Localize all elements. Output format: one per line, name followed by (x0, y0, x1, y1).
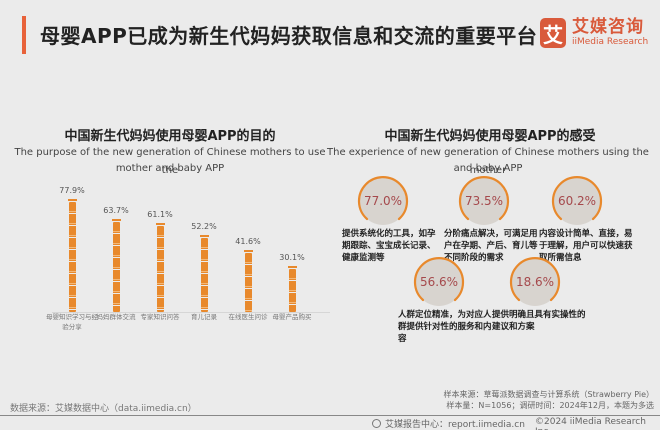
copyright: ©2024 iiMedia Research Inc (535, 417, 646, 430)
ring-arc-icon (458, 176, 510, 221)
bottle-cap-icon (155, 223, 165, 225)
bar-value-label: 30.1% (279, 253, 305, 262)
bottle-cap-icon (111, 219, 121, 221)
title-accent-bar (22, 16, 26, 54)
baby-bottle-bar (244, 253, 252, 312)
bar-column: 63.7% (94, 206, 138, 312)
bar-column: 41.6% (226, 237, 270, 312)
brand-logo: 艾 艾媒咨询 iiMedia Research (540, 18, 648, 48)
baby-bottle-bar (68, 202, 76, 312)
category-label: 育儿记录 (191, 313, 217, 321)
bar-value-label: 41.6% (235, 237, 261, 246)
baby-bottle-bar (112, 222, 120, 312)
baby-bottle-bar (288, 269, 296, 312)
baby-bottle-bar (156, 226, 164, 312)
footer-divider (0, 415, 660, 416)
percentage-bubble: 56.6% (413, 257, 465, 306)
bottle-cap-icon (287, 266, 297, 268)
report-center-link[interactable]: 艾媒报告中心：report.iimedia.cn (385, 420, 525, 430)
category-label: 专家知识问答 (140, 313, 180, 321)
left-chart-title: 中国新生代妈妈使用母婴APP的目的 (64, 129, 276, 144)
bottle-cap-icon (243, 250, 253, 252)
bottle-cap-icon (199, 235, 209, 237)
category-label: 母婴知识学习与经验分享 (46, 313, 98, 331)
bar-column: 77.9% (50, 186, 94, 312)
category-label: 母婴产品购买 (272, 313, 312, 321)
sample-size: 样本量：N=1056；调研时间：2024年12月，本题为多选 (446, 401, 654, 410)
percentage-bubble: 77.0% (357, 176, 409, 225)
bar-value-label: 52.2% (191, 222, 217, 231)
ring-arc-icon (357, 176, 409, 221)
purpose-bar-chart: 77.9% 63.7% 61.1% 52.2% 41.6% 30.1% (40, 185, 330, 315)
bubble-description: 提供系统化的工具，如孕期跟踪、宝宝成长记录、健康监测等 (342, 229, 436, 263)
bar-value-label: 77.9% (59, 186, 85, 195)
globe-icon (372, 419, 381, 428)
bubble-value: 60.2% (557, 194, 597, 208)
logo-mark-icon: 艾 (540, 18, 566, 48)
bar-column: 30.1% (270, 253, 314, 312)
bar-value-label: 63.7% (103, 206, 129, 215)
ring-arc-icon (413, 257, 465, 302)
bubble-description: 分阶痛点解决，可满足用户在孕期、产后、育儿等不同阶段的需求 (444, 229, 538, 263)
bubble-value: 77.0% (363, 194, 403, 208)
percentage-bubble: 73.5% (458, 176, 510, 225)
chart-baseline (52, 312, 330, 313)
bubble-description: 内容设计简单、直接，易于理解，用户可以快速获取所需信息 (539, 229, 633, 263)
bar-value-label: 61.1% (147, 210, 173, 219)
data-source: 数据来源：艾媒数据中心（data.iimedia.cn） (10, 404, 197, 414)
category-label: 妈妈群体交流 (96, 313, 136, 321)
right-chart-subtitle-1: The experience of new generation of Chin… (327, 147, 649, 176)
ring-arc-icon (509, 257, 561, 302)
logo-cn-text: 艾媒咨询 (572, 17, 644, 37)
report-center: 艾媒报告中心：report.iimedia.cn (372, 417, 525, 430)
baby-bottle-bar (200, 238, 208, 312)
bubble-value: 18.6% (515, 275, 555, 289)
bubble-description: 人群定位精准，为对应人群提供针对性的服务和内容 (398, 310, 492, 344)
right-chart-title: 中国新生代妈妈使用母婴APP的感受 (384, 129, 596, 144)
ring-arc-icon (551, 176, 603, 221)
bottle-cap-icon (67, 199, 77, 201)
bar-column: 52.2% (182, 222, 226, 312)
logo-en-text: iiMedia Research (572, 37, 649, 47)
left-chart-subtitle-2: mother and baby APP (115, 163, 225, 174)
sample-source: 样本来源：草莓派数据调查与计算系统（Strawberry Pie） (443, 390, 654, 399)
bar-column: 61.1% (138, 210, 182, 312)
bubble-description: 提供明确且具有实操性的建议和方案 (492, 310, 586, 332)
bubble-value: 56.6% (419, 275, 459, 289)
category-label: 在线医生问诊 (228, 313, 268, 321)
page-title: 母婴APP已成为新生代妈妈获取信息和交流的重要平台 (40, 24, 538, 48)
left-chart-subtitle-1: The purpose of the new generation of Chi… (14, 147, 326, 176)
percentage-bubble: 18.6% (509, 257, 561, 306)
right-chart-subtitle-2: and baby APP (453, 163, 523, 174)
percentage-bubble: 60.2% (551, 176, 603, 225)
sample-info: 样本来源：草莓派数据调查与计算系统（Strawberry Pie） 样本量：N=… (444, 389, 654, 411)
bubble-value: 73.5% (464, 194, 504, 208)
